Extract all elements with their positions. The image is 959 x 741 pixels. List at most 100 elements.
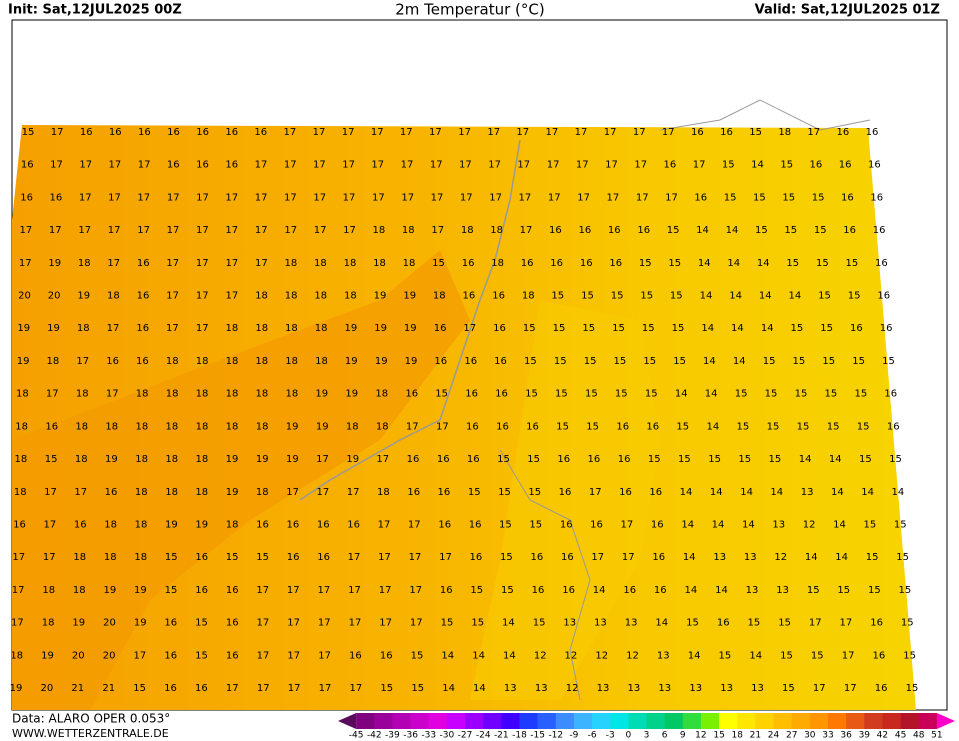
- grid-value: 14: [675, 389, 688, 400]
- grid-value: 18: [75, 454, 88, 465]
- grid-value: 14: [770, 487, 783, 498]
- grid-value: 18: [165, 454, 178, 465]
- grid-value: 15: [868, 585, 881, 596]
- grid-value: 16: [226, 618, 239, 629]
- grid-value: 14: [757, 258, 770, 269]
- grid-value: 18: [256, 421, 269, 432]
- grid-value: 15: [642, 323, 655, 334]
- grid-value: 16: [609, 258, 622, 269]
- grid-value: 17: [842, 650, 855, 661]
- grid-value: 16: [850, 323, 863, 334]
- grid-value: 17: [225, 225, 238, 236]
- grid-value: 14: [593, 585, 606, 596]
- grid-value: 18: [136, 421, 149, 432]
- grid-value: 15: [468, 487, 481, 498]
- scale-label: 39: [859, 731, 871, 741]
- grid-value: 15: [782, 683, 795, 694]
- grid-value: 17: [546, 127, 559, 138]
- grid-value: 18: [15, 421, 28, 432]
- grid-value: 18: [77, 323, 90, 334]
- grid-value: 18: [344, 291, 357, 302]
- grid-value: 15: [901, 618, 914, 629]
- grid-value: 16: [347, 520, 360, 531]
- grid-value: 16: [495, 389, 508, 400]
- scale-cell: [573, 713, 593, 729]
- grid-value: 16: [664, 160, 677, 171]
- grid-value: 17: [519, 192, 532, 203]
- init-label: Init: Sat,12JUL2025 00Z: [8, 3, 182, 18]
- grid-value: 19: [375, 356, 388, 367]
- grid-value: 14: [727, 258, 740, 269]
- scale-label: -39: [385, 731, 400, 741]
- grid-value: 17: [636, 192, 649, 203]
- grid-value: 19: [77, 291, 90, 302]
- grid-value: 15: [724, 192, 737, 203]
- grid-value: 18: [226, 520, 239, 531]
- grid-value: 20: [103, 650, 116, 661]
- scale-cell: [537, 713, 557, 729]
- grid-value: 18: [196, 389, 209, 400]
- grid-value: 16: [877, 291, 890, 302]
- grid-value: 12: [565, 650, 578, 661]
- grid-value: 18: [344, 258, 357, 269]
- grid-value: 19: [286, 454, 299, 465]
- grid-value: 17: [436, 421, 449, 432]
- grid-value: 16: [167, 160, 180, 171]
- grid-value: 17: [406, 421, 419, 432]
- grid-value: 15: [769, 454, 782, 465]
- grid-value: 17: [44, 520, 57, 531]
- grid-value: 16: [649, 487, 662, 498]
- grid-value: 15: [640, 291, 653, 302]
- grid-value: 19: [315, 389, 328, 400]
- grid-value: 16: [380, 650, 393, 661]
- grid-value: 17: [409, 552, 422, 563]
- grid-value: 17: [138, 160, 151, 171]
- scale-cell: [755, 713, 774, 729]
- grid-value: 17: [255, 160, 268, 171]
- grid-value: 16: [434, 356, 447, 367]
- grid-value: 20: [18, 291, 31, 302]
- grid-value: 13: [713, 552, 726, 563]
- grid-value: 17: [547, 160, 560, 171]
- grid-value: 18: [285, 323, 298, 334]
- value-grid: 15 17 16 16 16 16 16 16 16 17 17 17 17 17 17 17 17 17 17 17…: [10, 127, 919, 694]
- scale-label: -18: [512, 731, 527, 741]
- grid-value: 17: [634, 160, 647, 171]
- grid-value: 15: [795, 389, 808, 400]
- grid-value: 20: [41, 683, 54, 694]
- grid-value: 19: [374, 323, 387, 334]
- scale-label: 24: [768, 731, 780, 741]
- grid-value: 14: [892, 487, 905, 498]
- grid-value: 15: [226, 552, 239, 563]
- grid-value: 16: [618, 454, 631, 465]
- grid-value: 15: [722, 160, 735, 171]
- grid-value: 16: [50, 192, 63, 203]
- grid-value: 17: [516, 127, 529, 138]
- grid-value: 15: [411, 650, 424, 661]
- grid-value: 15: [584, 356, 597, 367]
- grid-value: 15: [555, 389, 568, 400]
- grid-value: 13: [772, 520, 785, 531]
- scale-cell: [555, 713, 575, 729]
- grid-value: 16: [136, 323, 149, 334]
- grid-value: 18: [314, 291, 327, 302]
- grid-value: 16: [531, 552, 544, 563]
- grid-value: 15: [822, 356, 835, 367]
- grid-value: 15: [133, 683, 146, 694]
- grid-value: 17: [431, 192, 444, 203]
- grid-value: 18: [166, 356, 179, 367]
- grid-value: 17: [400, 127, 413, 138]
- grid-value: 15: [165, 585, 178, 596]
- coastline-north: [659, 99, 871, 131]
- grid-value: 17: [284, 192, 297, 203]
- grid-value: 15: [735, 389, 748, 400]
- grid-value: 17: [287, 618, 300, 629]
- grid-value: 16: [13, 520, 26, 531]
- scale-label: 21: [750, 731, 761, 741]
- grid-value: 13: [628, 683, 641, 694]
- grid-value: 19: [346, 454, 359, 465]
- grid-value: 16: [559, 487, 572, 498]
- grid-value: 17: [410, 618, 423, 629]
- grid-value: 13: [625, 618, 638, 629]
- grid-value: 16: [109, 127, 122, 138]
